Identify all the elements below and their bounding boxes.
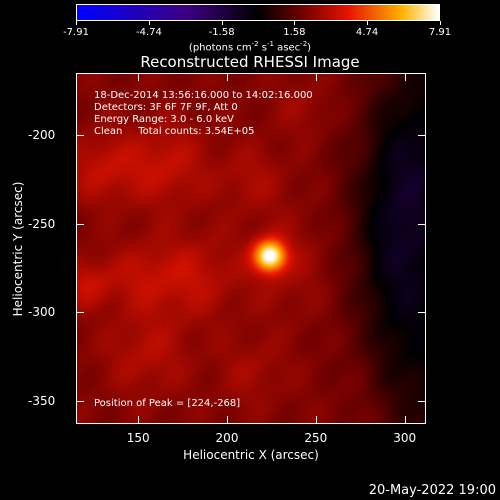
y-tick-mark xyxy=(76,223,84,225)
y-tick-label: -200 xyxy=(28,128,56,143)
x-tick-mark xyxy=(404,416,406,424)
x-tick-mark xyxy=(315,416,317,424)
colorbar-tick-label: 7.91 xyxy=(428,27,452,38)
colorbar-gradient xyxy=(76,4,440,21)
info-block: 18-Dec-2014 13:56:16.000 to 14:02:16.000… xyxy=(94,90,313,138)
x-tick-mark xyxy=(315,73,317,81)
y-tick-mark xyxy=(76,312,84,314)
image-title: Reconstructed RHESSI Image xyxy=(140,53,360,71)
detectors-line: Detectors: 3F 6F 7F 9F, Att 0 xyxy=(94,102,238,113)
time-range: 18-Dec-2014 13:56:16.000 to 14:02:16.000 xyxy=(94,90,313,101)
energy-range: Energy Range: 3.0 - 6.0 keV xyxy=(94,114,234,125)
colorbar-tick xyxy=(294,21,296,25)
x-tick-label: 200 xyxy=(215,431,239,445)
x-tick-mark xyxy=(404,73,406,81)
colorbar-tick xyxy=(221,21,223,25)
colorbar-tick-label: -7.91 xyxy=(63,27,89,38)
x-tick-label: 250 xyxy=(304,431,328,445)
x-axis-label: Heliocentric X (arcsec) xyxy=(183,448,319,462)
colorbar-tick xyxy=(367,21,369,25)
x-tick-label: 150 xyxy=(126,431,150,445)
colorbar-tick xyxy=(76,21,77,25)
solar-image-panel[interactable]: 18-Dec-2014 13:56:16.000 to 14:02:16.000… xyxy=(76,73,426,424)
y-tick-mark xyxy=(418,400,426,402)
y-tick-mark xyxy=(418,223,426,225)
x-tick-mark xyxy=(138,73,140,81)
y-tick-mark xyxy=(76,135,84,137)
colorbar-tick-label: -4.74 xyxy=(136,27,162,38)
colorbar-tick xyxy=(148,21,150,25)
y-tick-label: -250 xyxy=(28,216,56,231)
colorbar-tick xyxy=(440,21,441,25)
y-tick-mark xyxy=(76,400,84,402)
rhessi-image xyxy=(77,74,425,423)
y-tick-mark xyxy=(418,312,426,314)
date-stamp: 20-May-2022 19:00 xyxy=(368,483,496,498)
y-tick-label: -350 xyxy=(28,393,56,408)
peak-position: Position of Peak = [224,-268] xyxy=(94,398,241,409)
x-tick-label: 300 xyxy=(393,431,417,445)
clean-counts: Clean Total counts: 3.54E+05 xyxy=(94,126,255,137)
colorbar-tick-label: 1.58 xyxy=(283,27,306,38)
y-axis-label: Heliocentric Y (arcsec) xyxy=(11,181,25,317)
colorbar-tick-label: -1.58 xyxy=(208,27,235,38)
x-tick-mark xyxy=(227,416,228,424)
y-tick-mark xyxy=(418,135,426,137)
colorbar-units: (photons cm-2 s-1 asec-2) xyxy=(188,40,312,54)
colorbar-tick-label: 4.74 xyxy=(355,27,379,38)
x-tick-mark xyxy=(227,73,228,81)
x-tick-mark xyxy=(138,416,140,424)
y-tick-label: -300 xyxy=(28,305,56,320)
